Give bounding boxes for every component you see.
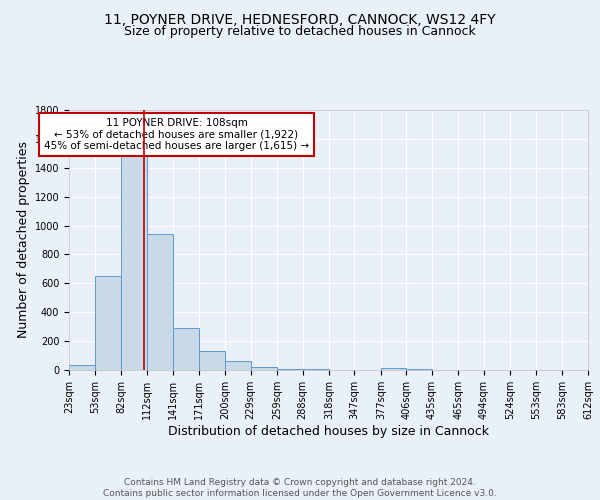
Text: 11, POYNER DRIVE, HEDNESFORD, CANNOCK, WS12 4FY: 11, POYNER DRIVE, HEDNESFORD, CANNOCK, W… <box>104 12 496 26</box>
Bar <box>381 368 406 370</box>
Text: Size of property relative to detached houses in Cannock: Size of property relative to detached ho… <box>124 25 476 38</box>
Text: 11 POYNER DRIVE: 108sqm
← 53% of detached houses are smaller (1,922)
45% of semi: 11 POYNER DRIVE: 108sqm ← 53% of detache… <box>44 118 309 151</box>
Bar <box>277 368 302 370</box>
Text: Contains HM Land Registry data © Crown copyright and database right 2024.
Contai: Contains HM Land Registry data © Crown c… <box>103 478 497 498</box>
X-axis label: Distribution of detached houses by size in Cannock: Distribution of detached houses by size … <box>168 424 489 438</box>
Bar <box>121 155 148 370</box>
Bar <box>251 367 277 370</box>
Bar <box>225 360 251 370</box>
Bar <box>173 328 199 370</box>
Bar <box>199 351 225 370</box>
Bar <box>95 276 121 370</box>
Bar <box>69 364 95 370</box>
Bar <box>148 234 173 370</box>
Y-axis label: Number of detached properties: Number of detached properties <box>17 142 31 338</box>
